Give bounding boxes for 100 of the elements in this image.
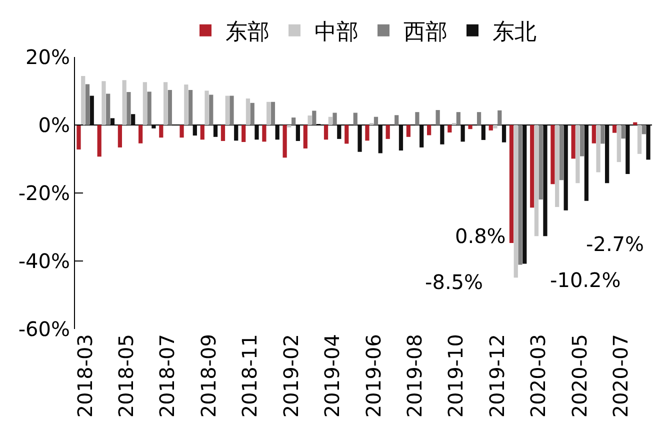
bar: [126, 92, 131, 125]
bar: [436, 110, 440, 125]
legend-label: 东北: [492, 20, 536, 45]
bar: [476, 112, 482, 125]
bar: [592, 125, 596, 144]
bar: [106, 94, 110, 125]
bar: [296, 125, 300, 141]
bar: [584, 125, 588, 201]
bar: [188, 90, 193, 125]
bar: [142, 82, 147, 125]
bar: [460, 125, 465, 142]
bar: [509, 125, 514, 243]
bar: [534, 125, 539, 236]
annotation: -8.5%: [425, 270, 484, 294]
bar: [200, 125, 204, 140]
bar: [225, 96, 230, 125]
bar: [337, 125, 342, 139]
annotation: -10.2%: [550, 268, 621, 292]
y-tick-label: -60%: [18, 317, 70, 341]
bar: [550, 125, 555, 184]
y-tick-label: 0%: [38, 113, 70, 137]
bar: [621, 125, 626, 139]
bar: [518, 125, 522, 265]
bar: [576, 125, 580, 184]
bar: [564, 125, 568, 210]
bar: [415, 112, 420, 125]
y-tick-label: 20%: [26, 45, 70, 69]
bar: [250, 102, 254, 125]
bar: [374, 116, 378, 125]
x-tick-label: 2018-09: [196, 334, 220, 418]
x-tick-label: 2020-05: [567, 334, 592, 418]
bar: [398, 125, 404, 150]
bar: [626, 125, 630, 174]
bar: [118, 125, 122, 148]
x-tick-label: 2019-02: [278, 334, 303, 418]
bar: [440, 125, 444, 144]
bar: [616, 125, 621, 162]
bar: [530, 125, 534, 208]
bar: [184, 84, 188, 125]
bar: [209, 94, 214, 125]
bar: [365, 125, 370, 141]
x-tick-label: 2019-08: [402, 334, 427, 418]
bar: [242, 125, 246, 142]
bar: [328, 116, 332, 125]
bar: [612, 125, 617, 133]
bar: [604, 125, 610, 184]
bar: [332, 112, 337, 125]
bar: [131, 114, 136, 125]
bar: [102, 81, 106, 125]
bar: [448, 125, 452, 132]
bar: [81, 76, 86, 125]
bar: [522, 125, 527, 264]
bar: [394, 115, 399, 125]
bar: [596, 125, 600, 172]
bar: [292, 118, 296, 125]
bar: [76, 125, 81, 150]
legend-label: 西部: [404, 20, 448, 45]
bar: [543, 125, 548, 236]
bar: [275, 125, 280, 140]
bar: [159, 125, 164, 138]
bar: [303, 125, 308, 148]
bar: [168, 90, 172, 125]
bar: [488, 125, 493, 130]
bar: [498, 110, 502, 125]
x-tick-label: 2018-11: [238, 334, 262, 418]
bar: [246, 98, 250, 125]
bar: [138, 125, 143, 144]
bar: [637, 125, 642, 154]
x-tick-label: 2019-06: [361, 334, 386, 418]
bar: [147, 92, 152, 125]
legend-label: 中部: [314, 20, 358, 45]
bar: [420, 125, 424, 148]
legend-label: 东部: [226, 20, 270, 45]
bar: [122, 80, 126, 125]
bar: [580, 125, 584, 156]
bar: [230, 96, 234, 125]
bar: [180, 125, 184, 138]
bar: [600, 125, 605, 144]
x-tick-label: 2018-03: [72, 334, 97, 418]
bar: [312, 110, 316, 125]
bar: [646, 125, 650, 160]
y-tick-label: -40%: [18, 249, 70, 273]
bar: [270, 102, 276, 125]
bar: [90, 96, 94, 125]
bar: [514, 125, 518, 278]
x-tick-label: 2018-05: [114, 334, 138, 418]
bar: [152, 125, 156, 128]
bar: [555, 125, 560, 207]
bar: [406, 125, 411, 137]
bar: [85, 84, 90, 125]
bar: [538, 125, 543, 200]
bar: [481, 125, 486, 140]
bar: [571, 125, 576, 159]
bar: [266, 102, 271, 125]
bar: [254, 125, 259, 140]
bar: [204, 90, 209, 125]
x-tick-label: 2019-10: [444, 334, 468, 418]
x-tick-label: 2020-03: [526, 334, 550, 418]
bar: [378, 125, 382, 154]
x-tick-label: 2019-12: [484, 334, 509, 418]
